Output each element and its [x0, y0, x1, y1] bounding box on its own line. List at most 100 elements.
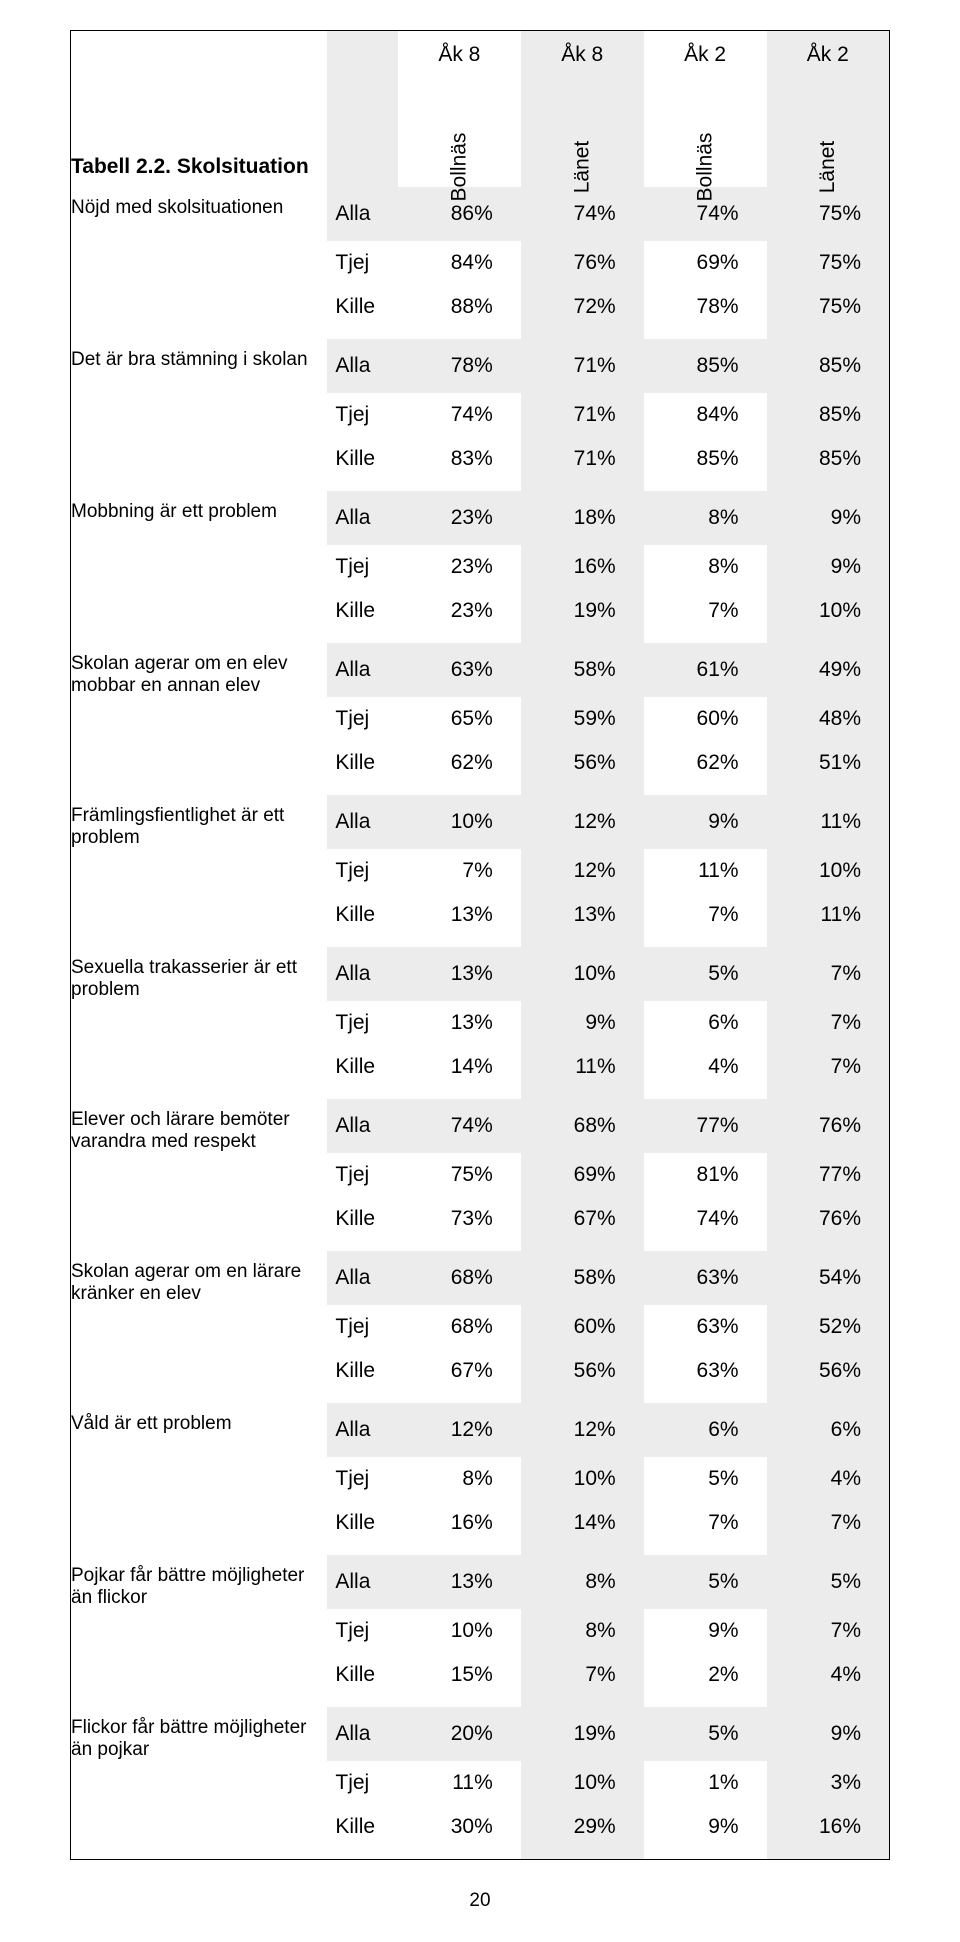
spacer-row	[71, 633, 890, 643]
value-cell: 16%	[767, 1805, 890, 1849]
value-cell: 3%	[767, 1761, 890, 1805]
value-cell: 69%	[644, 241, 767, 285]
group-label: Alla	[327, 1099, 398, 1153]
value-cell: 7%	[644, 893, 767, 937]
value-cell: 88%	[398, 285, 521, 329]
table-row: Kille73%67%74%76%	[71, 1197, 890, 1241]
group-label: Alla	[327, 339, 398, 393]
question-label: Våld är ett problem	[71, 1403, 328, 1457]
value-cell: 10%	[521, 1457, 644, 1501]
value-cell: 78%	[644, 285, 767, 329]
header-col-0: Bollnäs	[447, 106, 471, 229]
question-label: Mobbning är ett problem	[71, 491, 328, 545]
value-cell: 12%	[398, 1403, 521, 1457]
table-title: Tabell 2.2. Skolsituation	[71, 149, 327, 179]
value-cell: 9%	[644, 795, 767, 849]
value-cell: 11%	[398, 1761, 521, 1805]
table-row: Tjej8%10%5%4%	[71, 1457, 890, 1501]
value-cell: 85%	[767, 339, 890, 393]
value-cell: 75%	[398, 1153, 521, 1197]
group-label: Alla	[327, 1403, 398, 1457]
table-row: Pojkar får bättre möjligheter än flickor…	[71, 1555, 890, 1609]
page-number: 20	[70, 1860, 890, 1912]
group-label: Kille	[327, 1349, 398, 1393]
table-row: Tjej74%71%84%85%	[71, 393, 890, 437]
group-label: Alla	[327, 1555, 398, 1609]
group-label: Tjej	[327, 545, 398, 589]
value-cell: 6%	[644, 1403, 767, 1457]
value-cell: 19%	[521, 1707, 644, 1761]
value-cell: 5%	[644, 1707, 767, 1761]
group-label: Alla	[327, 187, 398, 241]
group-label: Kille	[327, 285, 398, 329]
header-col-2: Bollnäs	[693, 106, 717, 229]
value-cell: 63%	[644, 1251, 767, 1305]
group-label: Tjej	[327, 1761, 398, 1805]
value-cell: 18%	[521, 491, 644, 545]
table-row: Tjej65%59%60%48%	[71, 697, 890, 741]
value-cell: 77%	[644, 1099, 767, 1153]
value-cell: 63%	[644, 1305, 767, 1349]
table-row: Kille14%11%4%7%	[71, 1045, 890, 1089]
group-label: Kille	[327, 1045, 398, 1089]
value-cell: 10%	[398, 1609, 521, 1653]
table-row: Flickor får bättre möjligheter än pojkar…	[71, 1707, 890, 1761]
value-cell: 13%	[521, 893, 644, 937]
value-cell: 7%	[767, 1045, 890, 1089]
value-cell: 10%	[398, 795, 521, 849]
value-cell: 2%	[644, 1653, 767, 1697]
value-cell: 85%	[644, 339, 767, 393]
value-cell: 1%	[644, 1761, 767, 1805]
value-cell: 74%	[398, 393, 521, 437]
header-group-3: Åk 2	[767, 31, 890, 80]
value-cell: 30%	[398, 1805, 521, 1849]
value-cell: 48%	[767, 697, 890, 741]
value-cell: 14%	[398, 1045, 521, 1089]
value-cell: 29%	[521, 1805, 644, 1849]
question-label: Pojkar får bättre möjligheter än flickor	[71, 1555, 328, 1609]
group-label: Alla	[327, 947, 398, 1001]
value-cell: 62%	[398, 741, 521, 785]
value-cell: 9%	[521, 1001, 644, 1045]
group-label: Alla	[327, 643, 398, 697]
value-cell: 7%	[767, 947, 890, 1001]
value-cell: 75%	[767, 241, 890, 285]
header-group-1: Åk 8	[521, 31, 644, 80]
table-row: Kille30%29%9%16%	[71, 1805, 890, 1849]
value-cell: 5%	[767, 1555, 890, 1609]
value-cell: 76%	[767, 1197, 890, 1241]
value-cell: 68%	[398, 1305, 521, 1349]
value-cell: 7%	[767, 1609, 890, 1653]
table-row: Tjej11%10%1%3%	[71, 1761, 890, 1805]
value-cell: 61%	[644, 643, 767, 697]
value-cell: 8%	[644, 491, 767, 545]
spacer-row	[71, 481, 890, 491]
group-label: Kille	[327, 589, 398, 633]
value-cell: 12%	[521, 849, 644, 893]
value-cell: 8%	[644, 545, 767, 589]
value-cell: 7%	[521, 1653, 644, 1697]
value-cell: 7%	[644, 1501, 767, 1545]
spacer-row	[71, 1089, 890, 1099]
value-cell: 9%	[767, 491, 890, 545]
value-cell: 60%	[644, 697, 767, 741]
group-label: Kille	[327, 741, 398, 785]
table-row: Kille13%13%7%11%	[71, 893, 890, 937]
table-row: Tjej84%76%69%75%	[71, 241, 890, 285]
value-cell: 67%	[521, 1197, 644, 1241]
value-cell: 6%	[644, 1001, 767, 1045]
header-col-3: Länet	[816, 106, 840, 228]
spacer-row	[71, 937, 890, 947]
value-cell: 85%	[767, 437, 890, 481]
value-cell: 65%	[398, 697, 521, 741]
table-row: Skolan agerar om en lärare kränker en el…	[71, 1251, 890, 1305]
table-row: Skolan agerar om en elev mobbar en annan…	[71, 643, 890, 697]
value-cell: 49%	[767, 643, 890, 697]
value-cell: 71%	[521, 393, 644, 437]
value-cell: 13%	[398, 1001, 521, 1045]
value-cell: 56%	[521, 1349, 644, 1393]
group-label: Alla	[327, 795, 398, 849]
value-cell: 20%	[398, 1707, 521, 1761]
value-cell: 74%	[644, 1197, 767, 1241]
value-cell: 7%	[398, 849, 521, 893]
